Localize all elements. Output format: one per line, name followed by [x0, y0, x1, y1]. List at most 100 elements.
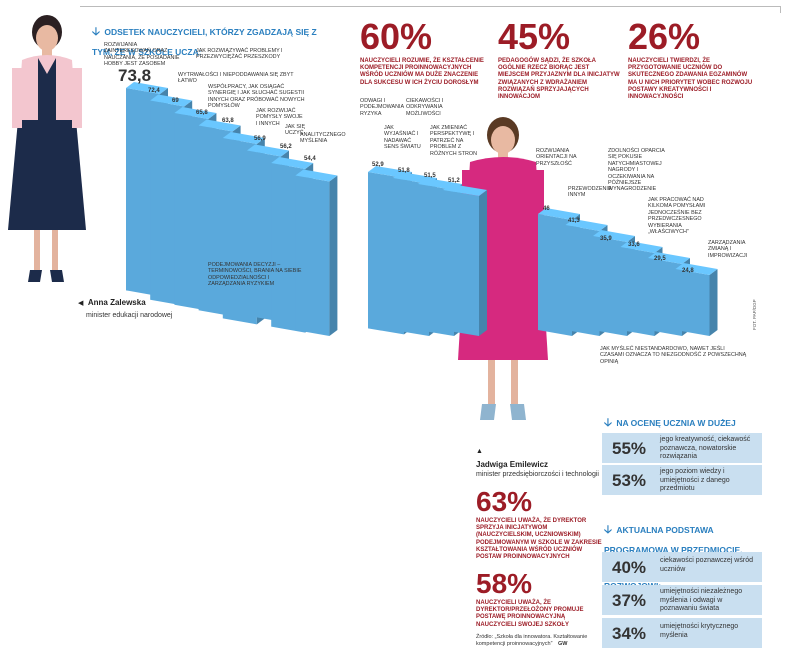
bar-value: 56,9 [254, 136, 266, 142]
frame-corner [80, 6, 781, 13]
bar-value: 24,8 [682, 268, 694, 274]
triangle-left-icon: ◀ [78, 300, 84, 307]
chart-title-block: 🡣 ODSETEK NAUCZYCIELI, KTÓRZY ZGADZAJĄ S… [92, 22, 332, 60]
panel1-value: 55% [612, 439, 647, 458]
stat-text: NAUCZYCIELI TWIERDZI, ŻE PRZYGOTOWANIE U… [628, 58, 753, 101]
person-label-anna: ◀ Anna Zalewska minister edukacji narodo… [78, 292, 172, 319]
bar-value: 69 [172, 98, 179, 104]
panel2-row: 40% ciekawości poznawczej wśród uczniów [602, 552, 762, 582]
bar-label: WYTRWAŁOŚCI I NIEPODDAWANIA SIĘ ZBYT ŁAT… [178, 72, 294, 85]
person-role: minister edukacji narodowej [86, 312, 173, 319]
person-role: minister przedsiębiorczości i technologi… [476, 471, 599, 478]
bar-front [648, 258, 682, 336]
bar-label: CIEKAWOŚCI I ODKRYWANIA MOŻLIWOŚCI [406, 98, 444, 117]
panel1-row: 53% jego poziom wiedzy i umiejętności z … [602, 465, 762, 495]
bar-value: 65,8 [196, 110, 208, 116]
bar-top [271, 157, 314, 169]
panel2-row: 34% umiejętności krytycznego myślenia [602, 618, 762, 648]
bar-top [198, 119, 241, 132]
bar-front [620, 247, 655, 336]
photo-credit: FOT. PAP/DGP [752, 299, 757, 330]
stat-text: PEDAGOGÓW SĄDZI, ŻE SZKOŁA OGÓLNIE RZECZ… [498, 58, 620, 101]
bar-value: 51,5 [424, 173, 436, 179]
arrow-down-icon: 🡣 [92, 26, 100, 38]
bar-label: ODWAGI I PODEJMOWANIA RYZYKA [360, 98, 404, 117]
bar-front [443, 190, 479, 336]
panel1-label: jego kreatywność, ciekawość poznawcza, n… [660, 436, 751, 460]
bar-side [329, 175, 338, 336]
bar-front [565, 225, 600, 336]
bar-top [174, 107, 217, 119]
stat-value: 60% [360, 16, 433, 57]
panel2-label: umiejętności niezależnego myślenia i odw… [660, 588, 743, 612]
person-name: Anna Zalewska [87, 298, 146, 307]
bar-label: PODEJMOWANIA DECYZJI – TERMINOWOŚCI, BRA… [208, 262, 302, 288]
stat-text: NAUCZYCIELI ROZUMIE, ŻE KSZTAŁCENIE KOMP… [360, 58, 484, 86]
bar-value: 63,8 [222, 118, 234, 124]
panel2-label: ciekawości poznawczej wśród uczniów [660, 557, 753, 573]
bar-label: ZDOLNOŚCI OPARCIA SIĘ POKUSIE NATYCHMIAS… [608, 148, 665, 193]
bar-top [538, 208, 580, 220]
bar-label: JAK PRACOWAĆ NAD KILKOMA POMYSŁAMI JEDNO… [648, 197, 706, 236]
panel2-row: 37% umiejętności niezależnego myślenia i… [602, 585, 762, 615]
bar-value: 72,4 [148, 88, 160, 94]
bar-value: 51,2 [448, 178, 460, 184]
bar-value: 56,2 [280, 144, 292, 150]
source-tag: GW [557, 641, 568, 647]
arrow-down-icon: 🡣 [604, 524, 612, 536]
stat-value: 45% [498, 16, 571, 57]
source-note: Źródło: „Szkoła dla innowatora. Kształto… [476, 634, 616, 648]
panel2-value: 40% [612, 558, 647, 577]
bar-value: 29,5 [654, 256, 666, 262]
panel2-label: umiejętności krytycznego myślenia [660, 623, 739, 639]
bar-label: JAK ZMIENIAĆ PERSPEKTYWĘ I PATRZEĆ NA PR… [430, 125, 478, 157]
bar-side [709, 269, 718, 336]
stat-text: NAUCZYCIELI UWAŻA, ŻE DYREKTOR/PRZEŁOŻON… [476, 600, 584, 628]
panel1-row: 55% jego kreatywność, ciekawość poznawcz… [602, 433, 762, 463]
bars-layer [126, 82, 718, 336]
bar-label: ROZWIJANIA ORIENTACJI NA PRZYSZŁOŚĆ [536, 148, 577, 167]
bar-value: 35,9 [600, 236, 612, 242]
bar-label: PRZEWODZENIA INNYM [568, 186, 612, 199]
bar-value: 41,3 [568, 218, 580, 224]
bar-front [593, 236, 627, 336]
bar-top [247, 144, 289, 157]
bar-label: JAK ROZWIJAĆ POMYSŁY SWOJE I INNYCH [256, 108, 303, 127]
bar-top [648, 252, 690, 264]
bar [675, 263, 718, 336]
bar-value-big: 73,8 [118, 66, 152, 85]
arrow-down-icon: 🡣 [604, 417, 612, 429]
bar-value: 52,9 [372, 162, 384, 168]
bar-front [295, 175, 330, 336]
bar-top [593, 230, 635, 242]
bar-top [222, 132, 265, 144]
bar-side [479, 190, 487, 336]
panel2-value: 37% [612, 591, 647, 610]
source-text: Źródło: „Szkoła dla innowatora. Kształto… [476, 634, 588, 647]
bar-top [295, 169, 338, 182]
bar-label: ROZWIJANIA ZAINTERESOWAŃ ORAZ NAUCZANIA,… [104, 42, 180, 68]
panel2-value: 34% [612, 624, 647, 643]
chart-title: ODSETEK NAUCZYCIELI, KTÓRZY ZGADZAJĄ SIĘ… [92, 27, 317, 57]
bar-front [538, 214, 572, 336]
person-name: Jadwiga Emilewicz [476, 460, 549, 469]
bar-value: 46 [543, 206, 550, 212]
bar-label: WSPÓŁPRACY, JAK OSIĄGAĆ SYNERGIĘ I JAK S… [208, 84, 305, 110]
bar-top [150, 94, 193, 107]
panel1-value: 53% [612, 471, 647, 490]
triangle-up-icon: ▲ [476, 448, 483, 455]
person-anna-illustration [8, 15, 86, 282]
bar-label: ZARZĄDZANIA ZMIANĄ I IMPROWIZACJI [708, 240, 748, 259]
stat-value: 58% [476, 568, 533, 599]
bar-value: 51,8 [398, 168, 410, 174]
stat-value: 63% [476, 486, 533, 517]
bar-front [675, 269, 710, 336]
stat-text: NAUCZYCIELI UWAŻA, ŻE DYREKTOR SPRZYJA I… [476, 518, 602, 561]
bar [443, 184, 487, 336]
stat-value: 26% [628, 16, 701, 57]
bar-label: ANALITYCZNEGO MYŚLENIA [300, 132, 346, 145]
bar-top [126, 82, 168, 94]
bar-label: JAK SIĘ UCZYĆ [285, 124, 306, 137]
bar-value: 33,6 [628, 242, 640, 248]
